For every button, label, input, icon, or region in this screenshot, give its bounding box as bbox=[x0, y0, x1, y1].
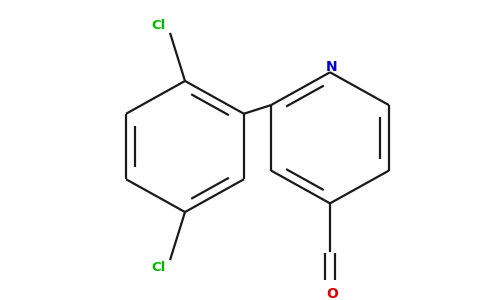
Text: N: N bbox=[326, 59, 338, 74]
Text: O: O bbox=[326, 287, 338, 300]
Text: Cl: Cl bbox=[151, 19, 165, 32]
Text: Cl: Cl bbox=[151, 261, 165, 274]
